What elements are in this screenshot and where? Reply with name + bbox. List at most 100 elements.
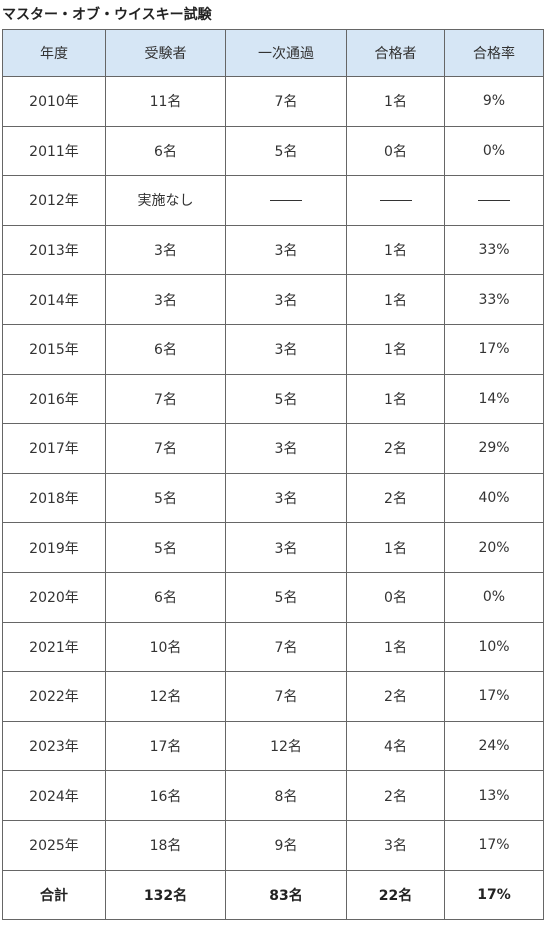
dash-mark: [478, 199, 510, 201]
cell-examinees: 5名: [105, 522, 226, 573]
cell-year: 2023年: [2, 720, 106, 772]
cell-year: 2024年: [2, 770, 106, 821]
total-cell-first-pass: 83名: [225, 869, 347, 921]
cell-passers: 4名: [346, 720, 445, 772]
cell-passers: 2名: [346, 770, 445, 821]
table-row: 2021年 10名 7名 1名 10%: [2, 621, 544, 673]
cell-year: 2013年: [2, 224, 106, 276]
cell-passers: 1名: [346, 621, 445, 673]
cell-first-pass: 3名: [225, 224, 347, 276]
dash-mark: [379, 199, 412, 201]
cell-examinees: 16名: [105, 770, 226, 821]
cell-first-pass: 7名: [225, 671, 347, 722]
cell-examinees: 11名: [105, 76, 226, 127]
cell-pass-rate: 10%: [444, 621, 544, 673]
table-row: 2025年 18名 9名 3名 17%: [2, 819, 544, 871]
total-cell-examinees: 132名: [105, 869, 226, 921]
cell-passers: 1名: [346, 76, 445, 127]
cell-passers: 2名: [346, 472, 445, 524]
table-row: 2014年 3名 3名 1名 33%: [2, 274, 544, 325]
cell-pass-rate: 17%: [444, 819, 544, 871]
table-row: 2015年 6名 3名 1名 17%: [2, 323, 544, 375]
cell-examinees: 17名: [105, 720, 226, 772]
cell-first-pass: 8名: [225, 770, 347, 821]
cell-passers: 2名: [346, 423, 445, 474]
cell-first-pass: 9名: [225, 819, 347, 871]
cell-pass-rate: [444, 175, 544, 226]
cell-first-pass: 5名: [225, 125, 347, 177]
cell-year: 2016年: [2, 373, 106, 425]
total-cell-passers: 22名: [346, 869, 445, 921]
cell-pass-rate: 29%: [444, 423, 544, 474]
cell-year: 2020年: [2, 571, 106, 623]
cell-examinees: 18名: [105, 819, 226, 871]
cell-pass-rate: 17%: [444, 671, 544, 722]
cell-passers: 1名: [346, 274, 445, 325]
table-row: 2022年 12名 7名 2名 17%: [2, 671, 544, 722]
cell-year: 2021年: [2, 621, 106, 673]
cell-pass-rate: 0%: [444, 125, 544, 177]
page-title: マスター・オブ・ウイスキー試験: [2, 7, 212, 23]
cell-examinees: 6名: [105, 571, 226, 623]
cell-examinees: 3名: [105, 224, 226, 276]
cell-passers: 1名: [346, 373, 445, 425]
cell-pass-rate: 40%: [444, 472, 544, 524]
cell-year: 2015年: [2, 323, 106, 375]
cell-examinees: 7名: [105, 423, 226, 474]
table-row: 2012年 実施なし: [2, 175, 544, 226]
table-row: 2020年 6名 5名 0名 0%: [2, 571, 544, 623]
cell-year: 2022年: [2, 671, 106, 722]
cell-examinees: 10名: [105, 621, 226, 673]
cell-first-pass: 3名: [225, 472, 347, 524]
table-row: 2010年 11名 7名 1名 9%: [2, 76, 544, 127]
dash-mark: [270, 199, 302, 201]
total-cell-pass-rate: 17%: [444, 869, 544, 921]
cell-first-pass: [225, 175, 347, 226]
cell-pass-rate: 0%: [444, 571, 544, 623]
header-examinees: 受験者: [105, 29, 226, 77]
cell-year: 2014年: [2, 274, 106, 325]
table-row: 2024年 16名 8名 2名 13%: [2, 770, 544, 821]
cell-pass-rate: 33%: [444, 274, 544, 325]
cell-first-pass: 5名: [225, 571, 347, 623]
cell-year: 2019年: [2, 522, 106, 573]
header-pass-rate: 合格率: [444, 29, 544, 77]
exam-results-table: 年度 受験者 一次通過 合格者 合格率 2010年 11名 7名 1名 9% 2011年 6…: [2, 29, 544, 921]
header-first-pass: 一次通過: [225, 29, 347, 77]
table-row: 2019年 5名 3名 1名 20%: [2, 522, 544, 573]
table-row: 2017年 7名 3名 2名 29%: [2, 423, 544, 474]
cell-year: 2011年: [2, 125, 106, 177]
cell-pass-rate: 9%: [444, 76, 544, 127]
cell-pass-rate: 20%: [444, 522, 544, 573]
cell-pass-rate: 33%: [444, 224, 544, 276]
cell-examinees: 6名: [105, 323, 226, 375]
cell-passers: 1名: [346, 323, 445, 375]
cell-examinees: 7名: [105, 373, 226, 425]
cell-pass-rate: 24%: [444, 720, 544, 772]
cell-passers: [346, 175, 445, 226]
table-total-row: 合計 132名 83名 22名 17%: [2, 869, 544, 921]
cell-year: 2012年: [2, 175, 106, 226]
table-header-row: 年度 受験者 一次通過 合格者 合格率: [2, 29, 544, 77]
table-row: 2023年 17名 12名 4名 24%: [2, 720, 544, 772]
cell-passers: 0名: [346, 571, 445, 623]
cell-first-pass: 12名: [225, 720, 347, 772]
cell-examinees: 12名: [105, 671, 226, 722]
table-body: 2010年 11名 7名 1名 9% 2011年 6名 5名 0名 0% 2012年 実施なし 2013…: [2, 76, 544, 921]
cell-first-pass: 3名: [225, 274, 347, 325]
cell-passers: 1名: [346, 224, 445, 276]
cell-examinees: 3名: [105, 274, 226, 325]
cell-first-pass: 3名: [225, 323, 347, 375]
total-cell-year: 合計: [2, 869, 106, 921]
cell-passers: 0名: [346, 125, 445, 177]
cell-examinees: 実施なし: [105, 175, 226, 226]
cell-examinees: 6名: [105, 125, 226, 177]
cell-examinees: 5名: [105, 472, 226, 524]
cell-pass-rate: 14%: [444, 373, 544, 425]
table-row: 2011年 6名 5名 0名 0%: [2, 125, 544, 177]
cell-year: 2010年: [2, 76, 106, 127]
cell-year: 2025年: [2, 819, 106, 871]
cell-first-pass: 7名: [225, 76, 347, 127]
cell-year: 2017年: [2, 423, 106, 474]
cell-passers: 2名: [346, 671, 445, 722]
